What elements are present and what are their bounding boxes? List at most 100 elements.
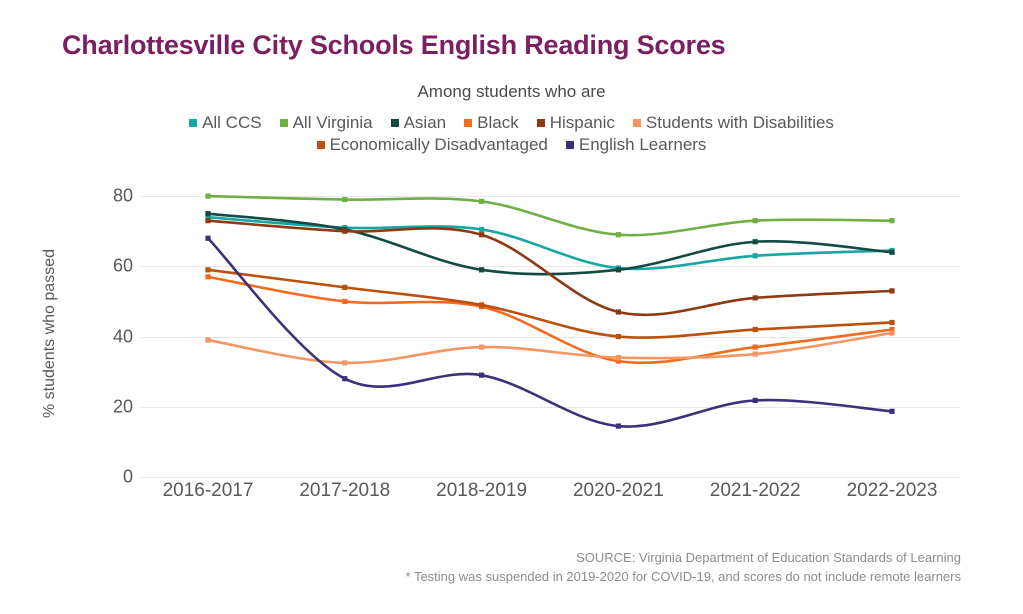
data-point-marker [615,355,621,361]
legend-swatch-icon [632,119,641,127]
data-point-marker [205,193,211,199]
data-point-marker [889,218,895,224]
data-point-marker [342,376,348,382]
data-point-marker [342,228,348,234]
data-point-marker [752,253,758,259]
data-point-marker [342,197,348,203]
data-point-marker [342,298,348,305]
data-point-marker [752,218,758,224]
data-point-marker [479,302,485,308]
covid-note: * Testing was suspended in 2019-2020 for… [405,569,961,584]
series-line [206,194,894,237]
legend-row-secondary: Economically Disadvantaged English Learne… [0,134,1023,156]
legend-item-asian[interactable]: Asian [390,112,447,134]
data-point-marker [889,249,895,255]
series-line [206,268,894,339]
legend-item-label: All CCS [202,113,262,132]
data-point-marker [615,232,621,238]
legend-item-hispanic[interactable]: Hispanic [536,112,615,134]
legend-item-all-ccs[interactable]: All CCS [189,112,262,134]
grid-line [140,336,960,338]
data-point-marker [615,333,621,340]
data-point-marker [889,326,895,333]
legend-item-label: Asian [403,113,447,132]
legend-item-black[interactable]: Black [464,112,519,134]
data-point-marker [342,284,348,290]
series-line [206,275,894,365]
legend-item-label: English Learners [578,135,707,154]
data-point-marker [205,274,211,280]
series-hispanic [205,218,895,317]
grid-line [140,266,960,268]
data-point-marker [752,351,758,357]
data-point-marker [205,214,211,220]
data-point-marker [615,423,621,429]
data-point-marker [342,360,348,366]
y-axis-tick-label: 60 [112,255,133,276]
data-point-marker [752,397,758,404]
series-english-learners [205,235,895,429]
series-line [206,331,894,365]
data-point-marker [889,319,895,326]
grid-line [140,477,960,478]
x-axis-ticks: 2016-2017 2017-2018 2018-2019 2020-2021 2021… [140,480,960,512]
legend-swatch-icon [536,119,545,127]
data-point-marker [615,358,621,364]
data-point-marker [205,337,211,343]
data-point-marker [752,326,758,333]
series-canvas [205,193,895,429]
legend-row-primary: All CCS All Virginia Asian Black Hispanic Stu… [0,112,1023,134]
page-title: Charlottesville City Schools English Rea… [62,30,726,60]
legend-item-label: All Virginia [292,113,373,132]
data-point-marker [889,408,895,414]
y-axis-ticks: % students who passed 0 20 40 60 80 [41,168,133,487]
x-axis-tick-label: 2022-2023 [846,480,938,501]
legend-item-students-with-disabilities[interactable]: Students with Disabilities [632,112,834,134]
x-axis-tick-label: 2021-2022 [709,480,801,501]
data-point-marker [479,267,485,273]
series-line [206,236,894,428]
data-point-marker [889,288,895,294]
y-axis-title: % students who passed [41,249,58,418]
data-point-marker [752,344,758,350]
legend-swatch-icon [279,119,288,127]
legend-swatch-icon [316,141,325,149]
x-axis-tick-label: 2017-2018 [299,480,391,501]
data-point-marker [479,344,485,350]
source-note: SOURCE: Virginia Department of Education… [576,550,961,565]
legend-item-english-learners[interactable]: English Learners [565,134,707,156]
series-line [206,219,894,317]
data-point-marker [752,295,758,301]
data-point-marker [479,226,485,233]
legend-item-economically-disadvantaged[interactable]: Economically Disadvantaged [316,134,548,156]
legend-swatch-icon [464,119,473,127]
footnotes: SOURCE: Virginia Department of Education… [406,548,961,586]
x-axis-tick-label: 2018-2019 [436,480,528,501]
series-economically-disadvantaged [205,267,895,340]
chart-subtitle: Among students who are [417,82,606,101]
data-point-marker [479,372,485,378]
legend-swatch-icon [565,141,574,149]
legend-item-label: Hispanic [549,113,615,132]
data-point-marker [889,330,895,336]
series-students-with-disabilities [205,330,895,366]
y-axis-tick-label: 40 [112,326,133,347]
data-point-marker [479,198,485,204]
grid-line [140,406,960,408]
chart-legend: All CCS All Virginia Asian Black Hispanic Stu… [0,112,1023,156]
data-point-marker [205,211,211,217]
data-point-marker [205,267,211,273]
y-axis-tick-label: 0 [122,466,133,487]
data-point-marker [479,232,485,238]
data-point-marker [752,239,758,245]
legend-swatch-icon [189,119,198,127]
data-point-marker [615,309,621,315]
series-line [206,212,894,276]
legend-item-label: Economically Disadvantaged [329,135,548,154]
legend-item-label: Black [477,113,519,132]
legend-item-all-virginia[interactable]: All Virginia [279,112,373,134]
data-point-marker [615,267,621,273]
legend-swatch-icon [390,119,399,127]
y-axis-tick-label: 80 [112,185,133,206]
